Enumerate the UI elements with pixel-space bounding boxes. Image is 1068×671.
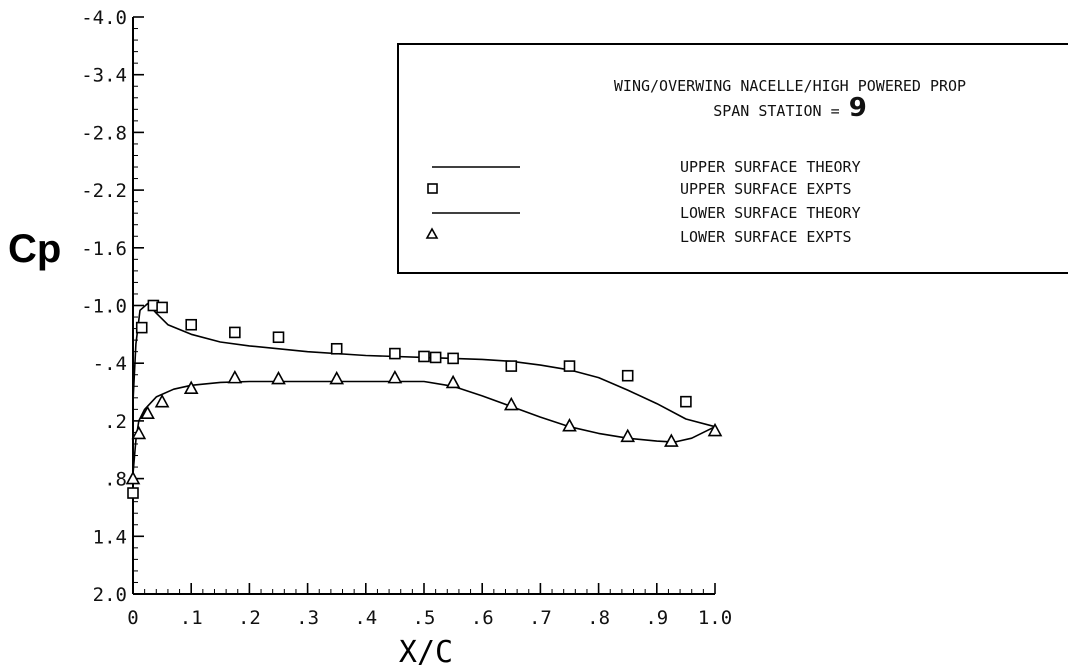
- lower-expt-point: [271, 370, 286, 385]
- series-lower-surface-theory: [132, 380, 716, 474]
- lower-surface-theory-line: [132, 380, 716, 474]
- y-tick-label: -3.4: [81, 65, 127, 87]
- span-station-label: SPAN STATION =: [713, 102, 839, 120]
- x-tick-label: .9: [645, 607, 668, 629]
- legend-box: [397, 43, 1068, 274]
- lower-expt-point: [664, 433, 679, 447]
- chart-subtitle: SPAN STATION = 9: [713, 93, 867, 123]
- y-axis-title: Cp: [8, 227, 61, 271]
- lower-expt-point: [131, 425, 147, 440]
- x-tick-label: .6: [471, 607, 494, 629]
- y-tick-label: 2.0: [93, 584, 127, 606]
- lower-expt-point: [183, 380, 199, 395]
- y-tick-label: -1.0: [81, 296, 127, 318]
- upper-expt-point: [330, 342, 343, 355]
- x-tick-label: .8: [587, 607, 610, 629]
- upper-expt-point: [135, 321, 148, 334]
- upper-expt-point: [156, 301, 168, 314]
- upper-expt-point: [429, 351, 442, 364]
- lower-expt-point: [329, 370, 345, 385]
- y-tick-label: -.4: [93, 353, 127, 375]
- lower-expt-point: [445, 374, 461, 389]
- legend-lower-theory-label: LOWER SURFACE THEORY: [680, 204, 861, 222]
- lower-expt-point: [227, 369, 243, 384]
- x-tick-label: .5: [413, 607, 436, 629]
- upper-expt-point: [389, 347, 401, 360]
- y-tick-label: -1.6: [81, 238, 127, 260]
- legend-upper-expts-label: UPPER SURFACE EXPTS: [680, 180, 852, 198]
- plot-series: [125, 299, 723, 499]
- y-tick-label: 1.4: [93, 526, 127, 548]
- x-tick-label: 1.0: [698, 607, 732, 629]
- lower-expt-point: [154, 393, 170, 408]
- lower-expt-point: [707, 422, 723, 437]
- upper-expt-point: [185, 318, 197, 331]
- y-tick-label: -2.2: [81, 180, 127, 202]
- upper-expt-point: [505, 360, 518, 372]
- series-upper-surface-expts: [127, 299, 692, 499]
- series-lower-surface-expts: [125, 369, 723, 485]
- lower-expt-point: [503, 396, 519, 411]
- upper-expt-point: [447, 352, 459, 365]
- x-tick-label: .1: [180, 607, 203, 629]
- upper-expt-point: [272, 331, 285, 344]
- y-tick-label: .2: [104, 411, 127, 433]
- lower-expt-point: [125, 470, 141, 485]
- upper-expt-point: [621, 369, 634, 382]
- lower-expt-point: [562, 418, 577, 432]
- series-upper-surface-theory: [132, 302, 716, 428]
- legend: WING/OVERWING NACELLE/HIGH POWERED PROP …: [397, 43, 1068, 274]
- chart-title: WING/OVERWING NACELLE/HIGH POWERED PROP: [614, 77, 966, 95]
- upper-expt-point: [127, 487, 139, 499]
- upper-expt-point: [229, 326, 241, 339]
- lower-expt-point: [140, 405, 155, 420]
- y-tick-label: -4.0: [81, 7, 127, 29]
- lower-expt-point: [620, 428, 636, 443]
- x-tick-label: 0: [127, 607, 138, 629]
- y-tick-label: .8: [104, 469, 127, 491]
- upper-expt-point: [418, 350, 430, 363]
- legend-lower-expts-swatch: [425, 227, 439, 239]
- legend-lower-expts-label: LOWER SURFACE EXPTS: [680, 228, 852, 246]
- x-tick-label: .7: [529, 607, 552, 629]
- lower-expt-point: [387, 369, 403, 384]
- upper-expt-point: [680, 395, 692, 408]
- legend-upper-theory-label: UPPER SURFACE THEORY: [680, 158, 861, 176]
- upper-expt-point: [563, 360, 576, 372]
- x-axis-title: X/C: [399, 635, 453, 670]
- y-tick-label: -2.8: [81, 122, 127, 144]
- legend-upper-expts-swatch: [427, 183, 438, 194]
- axes: -4.0 -3.4 -2.8 -2.2 -1.6 -1.0 -.4 .2 .8 1.4 2.00 .1…: [81, 7, 732, 629]
- x-tick-label: .4: [354, 607, 377, 629]
- span-station-value: 9: [849, 93, 867, 123]
- x-tick-label: .2: [238, 607, 261, 629]
- upper-surface-theory-line: [132, 302, 716, 428]
- x-tick-label: .3: [296, 607, 319, 629]
